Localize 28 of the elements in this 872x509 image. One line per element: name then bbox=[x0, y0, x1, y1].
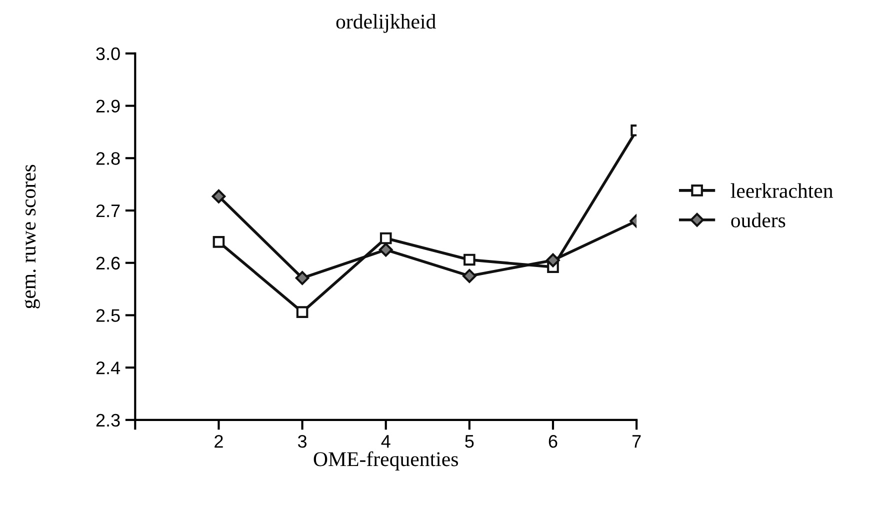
x-tick-label: 7 bbox=[632, 435, 641, 448]
chart-title: ordelijkheid bbox=[336, 14, 436, 33]
x-axis-title: OME-frequenties bbox=[314, 451, 458, 470]
point bbox=[212, 189, 226, 204]
y-tick-label: 3.0 bbox=[96, 47, 120, 60]
y-tick-label: 2.4 bbox=[96, 362, 120, 374]
point bbox=[464, 254, 476, 266]
y-axis-title: gem. ruwe scores bbox=[24, 164, 40, 308]
y-tick-label: 2.7 bbox=[96, 204, 120, 218]
x-tick-label: 6 bbox=[548, 434, 558, 448]
y-tick-label: 2.5 bbox=[96, 309, 120, 322]
point bbox=[462, 269, 476, 283]
y-tick-label: 2.8 bbox=[96, 152, 120, 165]
x-tick-label: 5 bbox=[465, 435, 474, 448]
point bbox=[212, 236, 225, 248]
point bbox=[296, 306, 308, 318]
x-tick-label: 3 bbox=[298, 434, 307, 448]
y-tick-label: 2.9 bbox=[96, 100, 120, 113]
x-tick-label: 2 bbox=[214, 434, 223, 448]
legend-label: leerkrachten bbox=[730, 183, 833, 198]
x-tick-label: 4 bbox=[381, 435, 390, 448]
point bbox=[546, 253, 560, 268]
y-tick-label: 2.6 bbox=[96, 256, 120, 270]
point bbox=[378, 242, 393, 257]
point bbox=[295, 271, 310, 285]
legend-label: ouders bbox=[731, 212, 786, 228]
y-tick-label: 2.3 bbox=[96, 414, 120, 427]
point bbox=[380, 232, 392, 244]
